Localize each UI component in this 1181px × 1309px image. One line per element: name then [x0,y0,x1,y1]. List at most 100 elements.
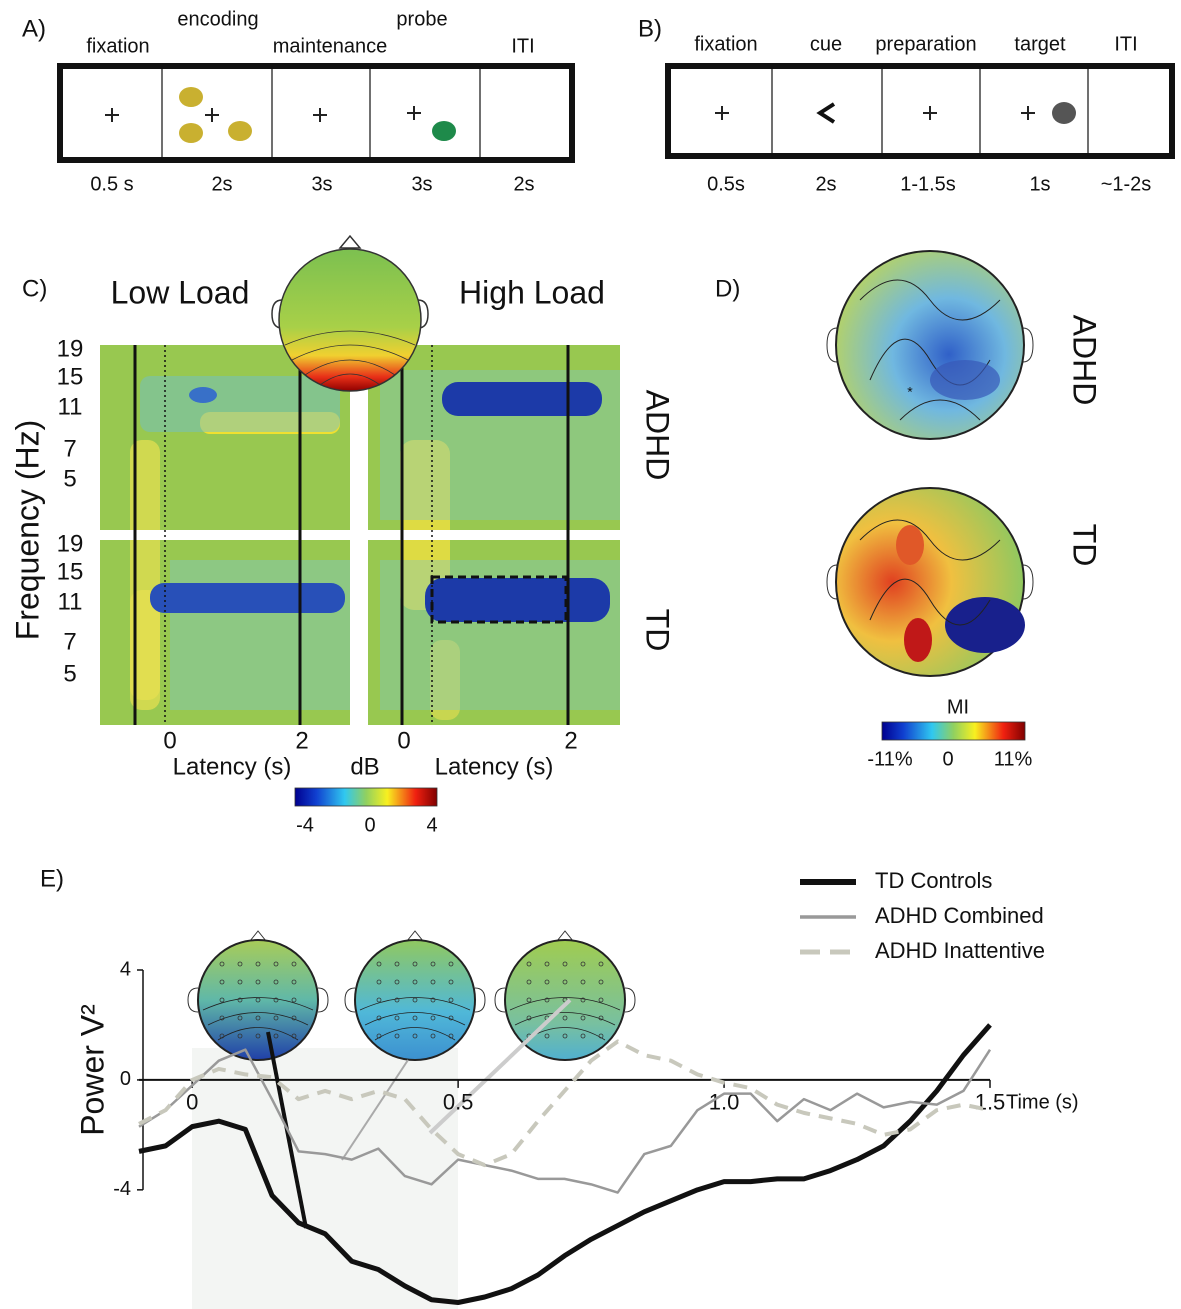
electrode [376,961,382,967]
y-tick-label: 19 [57,335,84,362]
head-ears [494,987,636,1013]
head-ears [187,987,329,1013]
phase-name: fixation [86,35,149,57]
colorbar [294,787,438,807]
electrode [562,1033,568,1039]
electrode [580,979,586,985]
electrode [291,961,297,967]
x-axis-label: Latency (s) [173,753,292,780]
electrode [412,1033,418,1039]
electrode [598,997,604,1003]
electrode [448,961,454,967]
electrode [412,979,418,985]
head [504,939,626,1061]
y-tick-label: 4 [120,958,131,980]
colorbar-tick: 0 [942,748,953,770]
electrode [598,1033,604,1039]
electrode [580,1015,586,1021]
head [197,939,319,1061]
series-line [138,1023,992,1305]
electrode [526,1015,532,1021]
electrode [448,979,454,985]
trial-box [665,63,1175,159]
condition-label: High Load [459,274,605,310]
topo-map [271,234,429,392]
x-tick-label: 1.5 [975,1090,1006,1115]
electrode [273,961,279,967]
svg-text:*: * [907,384,913,400]
electrode [237,961,243,967]
electrode [376,1033,382,1039]
electrode [273,1033,279,1039]
electrode [526,997,532,1003]
phase-duration: 0.5 s [90,173,133,195]
electrode [273,997,279,1003]
condition-label: Low Load [111,274,250,310]
electrode [255,961,261,967]
y-tick-label: 5 [63,465,76,492]
phase-name: ITI [511,35,534,57]
y-tick-label: 15 [57,558,84,585]
colorbar-title: dB [350,753,379,780]
phase-name: ITI [1114,33,1137,55]
x-tick-label: 0 [163,727,176,754]
phase-duration: 1-1.5s [900,173,956,195]
electrode [394,961,400,967]
y-axis-label: Frequency (Hz) [9,420,45,641]
colorbar-tick: 0 [364,814,375,836]
electrode [430,997,436,1003]
y-tick-label: 0 [120,1068,131,1090]
electrode [448,997,454,1003]
topo-map [826,487,1034,677]
electrode [219,979,225,985]
electrode [598,961,604,967]
head [354,939,476,1061]
y-tick-label: 15 [57,363,84,390]
colorbar-tick: -11% [867,748,912,770]
phase-duration: 2s [513,173,534,195]
electrode [219,1033,225,1039]
electrode [237,997,243,1003]
head-ears [344,987,486,1013]
electrode [412,961,418,967]
panel-label: D) [715,275,740,302]
y-tick-label: -4 [113,1178,131,1200]
legend-label: TD Controls [875,868,992,893]
group-label: TD [640,609,676,652]
series-line [138,1039,991,1168]
electrode [580,961,586,967]
colorbar-title: MI [947,696,969,718]
electrode [376,979,382,985]
y-tick-label: 11 [58,393,83,420]
topo-map: * [826,250,1034,440]
y-axis-label: Power V² [74,1004,110,1136]
electrode [562,1015,568,1021]
phase-duration: ~1-2s [1101,173,1152,195]
phase-duration: 2s [815,173,836,195]
x-tick-label: 2 [295,727,308,754]
electrode [219,997,225,1003]
panel-label: B) [638,15,662,42]
electrode [526,961,532,967]
phase-name: encoding [177,8,258,30]
connector [428,998,572,1135]
x-axis-label: Latency (s) [435,753,554,780]
electrode [394,1033,400,1039]
electrode [580,1033,586,1039]
stimuli [715,102,1076,124]
group-label: ADHD [640,390,676,481]
x-tick-label: 2 [564,727,577,754]
electrode [237,979,243,985]
trial-box [57,63,575,163]
heatmaps [100,345,620,725]
electrode [291,1033,297,1039]
x-tick-label: 0.5 [443,1090,474,1115]
electrode [430,1015,436,1021]
electrode [544,961,550,967]
electrode [394,1015,400,1021]
electrode [376,1015,382,1021]
phase-name: probe [396,8,447,30]
electrode [562,979,568,985]
group-label: ADHD [1067,315,1103,406]
